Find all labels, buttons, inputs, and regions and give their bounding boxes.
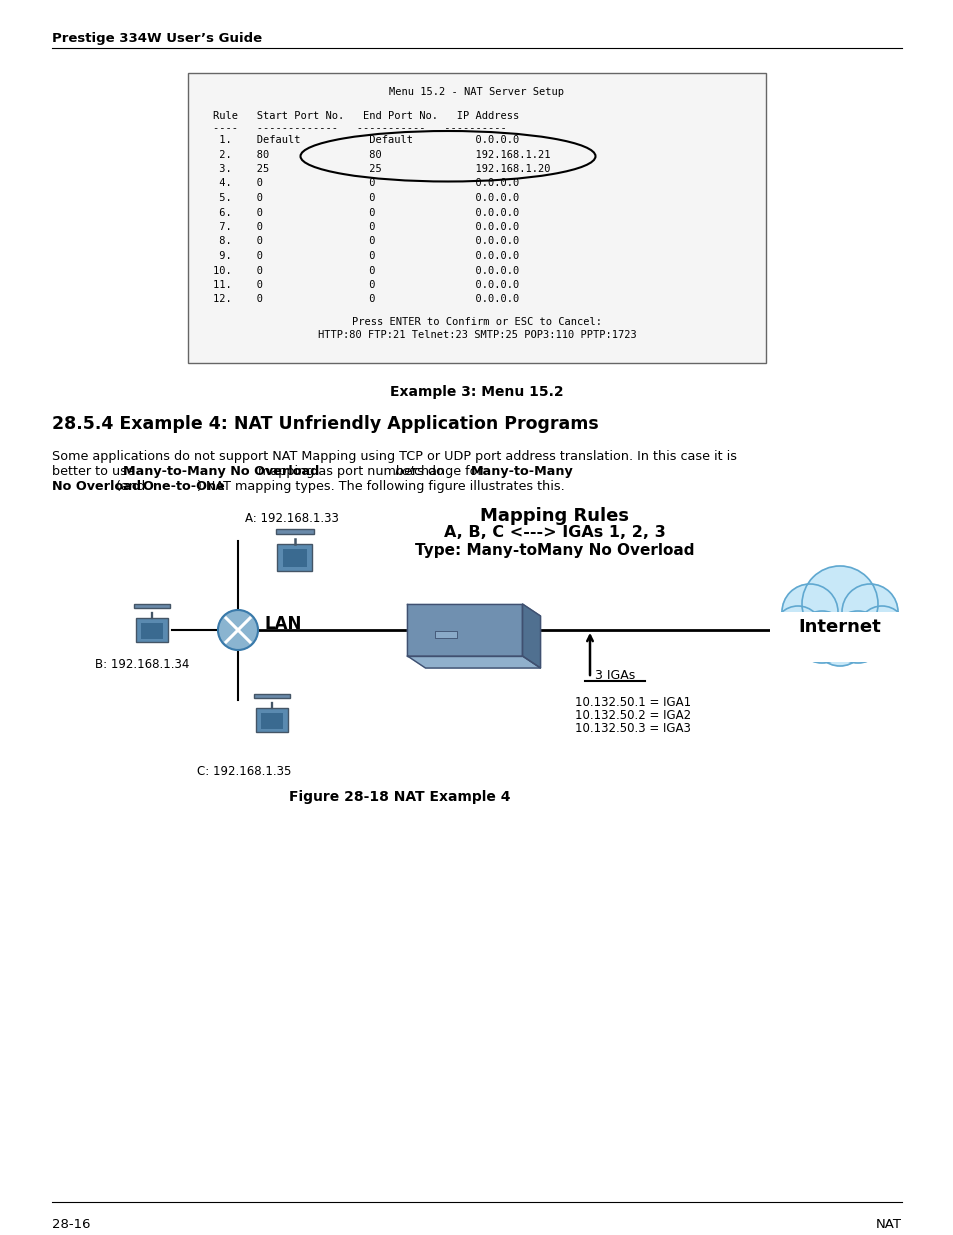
Circle shape — [773, 606, 821, 655]
Text: 3.    25                25               192.168.1.20: 3. 25 25 192.168.1.20 — [213, 164, 550, 174]
Text: 4.    0                 0                0.0.0.0: 4. 0 0 0.0.0.0 — [213, 179, 518, 189]
Text: better to use: better to use — [52, 466, 138, 478]
Text: 10.132.50.1 = IGA1: 10.132.50.1 = IGA1 — [575, 697, 690, 709]
Text: 10.132.50.3 = IGA3: 10.132.50.3 = IGA3 — [575, 722, 690, 735]
Text: B: 192.168.1.34: B: 192.168.1.34 — [95, 658, 190, 671]
Text: Press ENTER to Confirm or ESC to Cancel:: Press ENTER to Confirm or ESC to Cancel: — [352, 317, 601, 327]
Circle shape — [813, 614, 865, 666]
Text: C: 192.168.1.35: C: 192.168.1.35 — [196, 764, 291, 778]
Text: Some applications do not support NAT Mapping using TCP or UDP port address trans: Some applications do not support NAT Map… — [52, 450, 737, 463]
Text: Internet: Internet — [798, 618, 881, 636]
Text: Rule   Start Port No.   End Port No.   IP Address: Rule Start Port No. End Port No. IP Addr… — [213, 111, 518, 121]
Text: 10.    0                 0                0.0.0.0: 10. 0 0 0.0.0.0 — [213, 266, 518, 275]
Text: Mapping Rules: Mapping Rules — [480, 508, 629, 525]
FancyBboxPatch shape — [141, 622, 163, 638]
Text: NAT: NAT — [875, 1218, 901, 1231]
Text: ) NAT mapping types. The following figure illustrates this.: ) NAT mapping types. The following figur… — [196, 480, 564, 493]
Polygon shape — [407, 604, 522, 656]
Circle shape — [781, 584, 837, 640]
Text: Figure 28-18 NAT Example 4: Figure 28-18 NAT Example 4 — [289, 790, 510, 804]
Text: 10.132.50.2 = IGA2: 10.132.50.2 = IGA2 — [575, 709, 690, 722]
Text: Many-to-Many No Overload: Many-to-Many No Overload — [123, 466, 318, 478]
FancyBboxPatch shape — [255, 708, 288, 732]
FancyBboxPatch shape — [188, 73, 765, 363]
Circle shape — [795, 611, 847, 663]
FancyBboxPatch shape — [435, 631, 456, 638]
Text: 6.    0                 0                0.0.0.0: 6. 0 0 0.0.0.0 — [213, 207, 518, 217]
Text: mapping as port numbers do: mapping as port numbers do — [253, 466, 447, 478]
Text: 8.    0                 0                0.0.0.0: 8. 0 0 0.0.0.0 — [213, 236, 518, 247]
Text: 3 IGAs: 3 IGAs — [595, 669, 635, 682]
Circle shape — [218, 610, 257, 650]
Circle shape — [801, 566, 877, 642]
Text: 5.    0                 0                0.0.0.0: 5. 0 0 0.0.0.0 — [213, 193, 518, 203]
Polygon shape — [407, 656, 540, 668]
FancyBboxPatch shape — [769, 613, 909, 662]
Text: A: 192.168.1.33: A: 192.168.1.33 — [245, 513, 338, 525]
FancyBboxPatch shape — [134, 604, 170, 609]
Text: 7.    0                 0                0.0.0.0: 7. 0 0 0.0.0.0 — [213, 222, 518, 232]
Text: One-to-One: One-to-One — [142, 480, 225, 493]
Circle shape — [831, 611, 883, 663]
Text: A, B, C <---> IGAs 1, 2, 3: A, B, C <---> IGAs 1, 2, 3 — [444, 525, 665, 540]
Text: Prestige 334W User’s Guide: Prestige 334W User’s Guide — [52, 32, 262, 44]
FancyBboxPatch shape — [275, 529, 314, 534]
Text: 28-16: 28-16 — [52, 1218, 91, 1231]
Text: not: not — [395, 466, 416, 478]
FancyBboxPatch shape — [135, 618, 168, 642]
Text: 12.    0                 0                0.0.0.0: 12. 0 0 0.0.0.0 — [213, 294, 518, 305]
Text: 9.    0                 0                0.0.0.0: 9. 0 0 0.0.0.0 — [213, 251, 518, 261]
Text: 1.    Default           Default          0.0.0.0: 1. Default Default 0.0.0.0 — [213, 135, 518, 144]
Text: Many-to-Many: Many-to-Many — [470, 466, 573, 478]
Text: ----   -------------   -----------   ----------: ---- ------------- ----------- ---------… — [213, 124, 506, 133]
Circle shape — [841, 584, 897, 640]
Text: 11.    0                 0                0.0.0.0: 11. 0 0 0.0.0.0 — [213, 280, 518, 290]
Text: No Overload: No Overload — [52, 480, 141, 493]
FancyBboxPatch shape — [260, 713, 283, 729]
Text: 2.    80                80               192.168.1.21: 2. 80 80 192.168.1.21 — [213, 149, 550, 159]
Text: Type: Many-toMany No Overload: Type: Many-toMany No Overload — [415, 543, 694, 558]
Polygon shape — [522, 604, 540, 668]
FancyBboxPatch shape — [277, 543, 313, 571]
Text: HTTP:80 FTP:21 Telnet:23 SMTP:25 POP3:110 PPTP:1723: HTTP:80 FTP:21 Telnet:23 SMTP:25 POP3:11… — [317, 330, 636, 340]
Text: Menu 15.2 - NAT Server Setup: Menu 15.2 - NAT Server Setup — [389, 86, 564, 98]
FancyBboxPatch shape — [282, 550, 307, 567]
Text: LAN: LAN — [265, 615, 302, 634]
Text: (and: (and — [112, 480, 149, 493]
Circle shape — [857, 606, 905, 655]
Text: change for: change for — [410, 466, 486, 478]
FancyBboxPatch shape — [254, 694, 290, 698]
Text: Example 3: Menu 15.2: Example 3: Menu 15.2 — [390, 385, 563, 399]
Text: 28.5.4 Example 4: NAT Unfriendly Application Programs: 28.5.4 Example 4: NAT Unfriendly Applica… — [52, 415, 598, 433]
